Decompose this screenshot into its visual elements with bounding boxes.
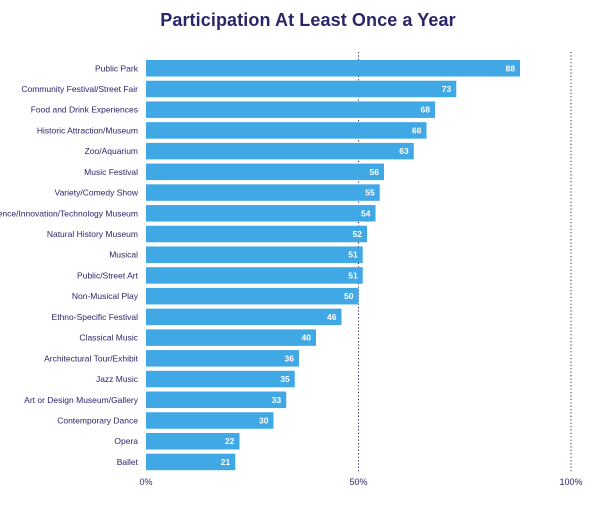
category-label: Classical Music [79, 333, 138, 343]
bar [146, 60, 520, 77]
value-label: 52 [353, 229, 363, 239]
category-label: Natural History Museum [47, 229, 138, 239]
value-label: 50 [344, 291, 354, 301]
category-label: Community Festival/Street Fair [21, 84, 138, 94]
x-tick-label: 0% [139, 477, 152, 487]
category-label: Historic Attraction/Museum [37, 125, 138, 135]
value-label: 66 [412, 125, 422, 135]
value-label: 55 [365, 188, 375, 198]
value-label: 73 [442, 84, 452, 94]
value-label: 30 [259, 415, 269, 425]
category-label: Food and Drink Experiences [31, 105, 138, 115]
chart-title: Participation At Least Once a Year [160, 10, 456, 30]
value-label: 35 [280, 374, 290, 384]
value-label: 21 [221, 457, 231, 467]
category-label: Contemporary Dance [57, 415, 138, 425]
value-label: 36 [285, 353, 295, 363]
bar [146, 205, 376, 222]
bar [146, 308, 342, 326]
value-label: 51 [348, 270, 358, 280]
category-label: Opera [114, 436, 138, 446]
category-label: Musical [109, 250, 138, 260]
bar [146, 142, 414, 160]
bar [146, 122, 427, 139]
category-label: Ethno-Specific Festival [52, 312, 139, 322]
value-label: 56 [370, 167, 380, 177]
bar [146, 163, 384, 181]
x-tick-label: 50% [349, 477, 367, 487]
x-tick-label: 100% [559, 477, 582, 487]
bar [146, 453, 236, 471]
category-label: Variety/Comedy Show [55, 188, 139, 198]
category-label: Art or Design Museum/Gallery [24, 395, 139, 405]
bar [146, 329, 316, 346]
value-label: 22 [225, 436, 235, 446]
value-label: 54 [361, 208, 371, 218]
value-label: 63 [399, 146, 409, 156]
bar [146, 391, 287, 409]
category-label: Ballet [117, 457, 139, 467]
bar [146, 184, 380, 201]
bar [146, 80, 457, 98]
category-label: Non-Musical Play [72, 291, 139, 301]
bar [146, 350, 299, 367]
value-label: 51 [348, 250, 358, 260]
bar [146, 267, 363, 284]
category-label: Public Park [95, 63, 139, 73]
value-label: 40 [302, 333, 312, 343]
bar [146, 101, 435, 118]
category-label: Public/Street Art [77, 270, 139, 280]
bar [146, 287, 359, 305]
value-label: 46 [327, 312, 337, 322]
bar [146, 246, 363, 263]
category-label: Jazz Music [96, 374, 139, 384]
value-label: 33 [272, 395, 282, 405]
bar [146, 412, 274, 429]
category-label: Zoo/Aquarium [85, 146, 138, 156]
category-label: Architectural Tour/Exhibit [44, 353, 138, 363]
category-label: Music Festival [84, 167, 138, 177]
bar [146, 225, 367, 243]
category-label: Science/Innovation/Technology Museum [0, 208, 138, 218]
bar [146, 370, 295, 388]
value-label: 68 [421, 105, 431, 115]
bar [146, 432, 240, 450]
value-label: 88 [506, 63, 516, 73]
